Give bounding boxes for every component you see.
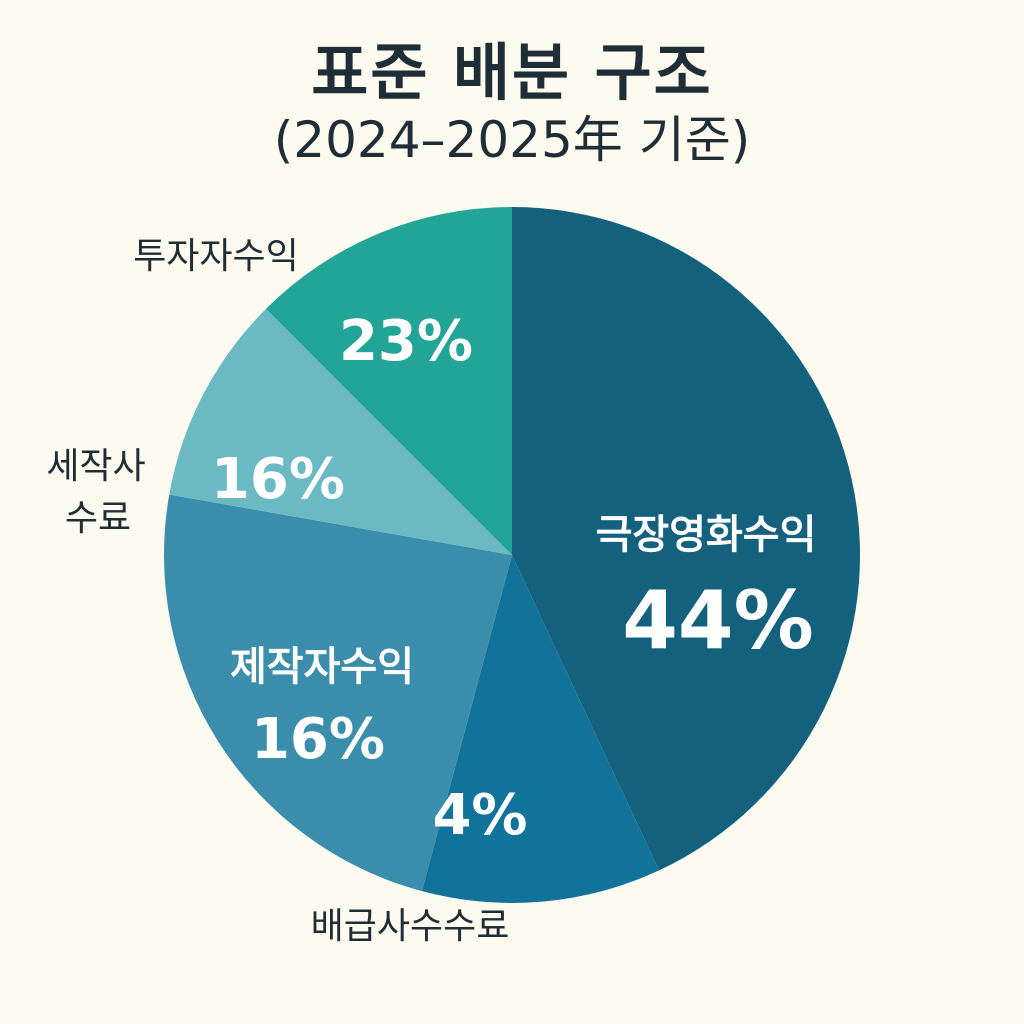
slice-value-1: 44% xyxy=(622,574,813,667)
slice-label-3: 제작자수익 xyxy=(230,644,414,690)
slice-label-4: 세작사 수료 xyxy=(46,446,145,539)
slice-value-4: 16% xyxy=(211,447,345,512)
slice-value-2: 4% xyxy=(432,783,527,848)
pie-slice-2 xyxy=(421,555,660,903)
pie-slice-1 xyxy=(512,207,860,871)
slice-value-3: 16% xyxy=(251,707,385,772)
pie-slice-4 xyxy=(169,308,512,555)
slice-value-5: 23% xyxy=(339,309,473,374)
slice-label-5: 투자자수익 xyxy=(133,236,299,277)
slice-label-1: 극장영화수익 xyxy=(596,512,817,558)
slice-label-2: 배급사수수료 xyxy=(311,906,510,947)
chart-title: 표준 배분 구조 xyxy=(311,36,713,109)
pie-slice-5 xyxy=(265,207,512,555)
pie-slice-3 xyxy=(163,494,512,892)
chart-subtitle: (2024–2025年 기준) xyxy=(273,111,751,169)
